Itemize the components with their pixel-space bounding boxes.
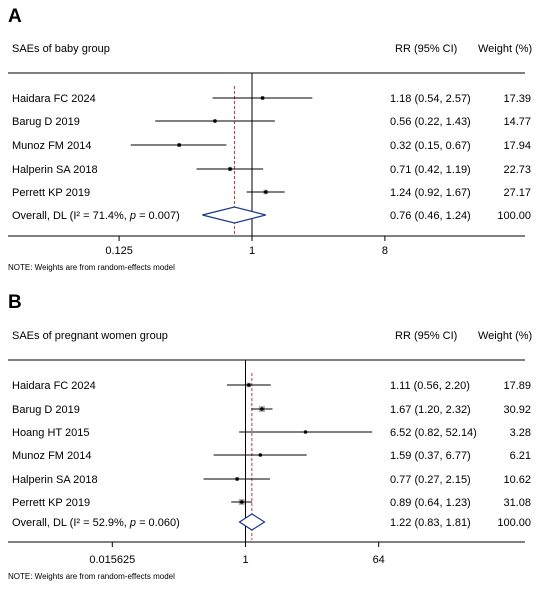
study-point-estimate [177,143,181,147]
study-label: Munoz FM 2014 [12,140,91,152]
overall-label: Overall, DL (I² = 71.4%, p = 0.007) [12,210,180,222]
weight-column-header: Weight (%) [478,330,532,342]
study-label: Perrett KP 2019 [12,497,90,509]
study-weight: 22.73 [503,164,531,176]
overall-p-symbol: p [129,210,136,222]
study-point-estimate [247,383,251,387]
x-tick-label: 0.125 [105,245,133,257]
x-tick-label: 8 [382,245,388,257]
study-point-estimate [260,96,265,100]
study-point-estimate [303,430,308,434]
overall-diamond [202,206,266,224]
overall-weight: 100.00 [497,210,531,222]
model-note: NOTE: Weights are from random-effects mo… [8,572,175,581]
study-weight: 10.62 [503,474,531,486]
x-tick-label: 1 [249,245,255,257]
study-point-estimate [239,500,244,504]
study-label: Barug D 2019 [12,116,80,128]
panel-label: B [8,292,22,313]
study-rr-ci: 6.52 (0.82, 52.14) [390,427,477,439]
study-rr-ci: 1.24 (0.92, 1.67) [390,187,471,199]
study-weight: 17.39 [503,93,531,105]
study-label: Haidara FC 2024 [12,93,96,105]
study-point-estimate [263,190,268,194]
overall-label-suffix: = 0.060) [136,517,180,529]
overall-label-suffix: = 0.007) [136,210,180,222]
study-point-estimate [260,407,264,411]
study-weight: 17.89 [503,380,531,392]
study-weight: 30.92 [503,404,531,416]
study-weight: 3.28 [510,427,531,439]
study-rr-ci: 1.18 (0.54, 2.57) [390,93,471,105]
study-rr-ci: 0.32 (0.15, 0.67) [390,140,471,152]
study-label: Haidara FC 2024 [12,380,96,392]
study-rr-ci: 1.59 (0.37, 6.77) [390,450,471,462]
study-rr-ci: 0.77 (0.27, 2.15) [390,474,471,486]
panel-title: SAEs of baby group [12,43,110,55]
study-point-estimate [235,477,239,481]
study-label: Perrett KP 2019 [12,187,90,199]
study-point-estimate [213,119,217,123]
study-label: Hoang HT 2015 [12,427,89,439]
study-weight: 6.21 [510,450,531,462]
panel-label: A [8,6,22,27]
effect-column-header: RR (95% CI) [395,43,457,55]
study-label: Barug D 2019 [12,404,80,416]
panel-title: SAEs of pregnant women group [12,330,168,342]
weight-column-header: Weight (%) [478,43,532,55]
study-weight: 27.17 [503,187,531,199]
overall-p-symbol: p [129,517,136,529]
study-rr-ci: 1.67 (1.20, 2.32) [390,404,471,416]
study-weight: 31.08 [503,497,531,509]
study-label: Halperin SA 2018 [12,164,98,176]
x-tick-label: 0.015625 [89,554,135,566]
x-tick-label: 64 [373,554,385,566]
overall-label-prefix: Overall, DL (I² = 52.9%, [12,517,130,529]
study-point-estimate [228,167,232,171]
overall-label: Overall, DL (I² = 52.9%, p = 0.060) [12,517,180,529]
x-tick-label: 1 [242,554,248,566]
overall-rr-ci: 0.76 (0.46, 1.24) [390,210,471,222]
study-label: Munoz FM 2014 [12,450,91,462]
study-point-estimate [258,453,263,457]
study-label: Halperin SA 2018 [12,474,98,486]
overall-label-prefix: Overall, DL (I² = 71.4%, [12,210,130,222]
study-rr-ci: 0.89 (0.64, 1.23) [390,497,471,509]
study-rr-ci: 0.71 (0.42, 1.19) [390,164,471,176]
overall-diamond [238,513,266,531]
study-weight: 17.94 [503,140,531,152]
overall-rr-ci: 1.22 (0.83, 1.81) [390,517,471,529]
study-rr-ci: 0.56 (0.22, 1.43) [390,116,471,128]
model-note: NOTE: Weights are from random-effects mo… [8,263,175,272]
effect-column-header: RR (95% CI) [395,330,457,342]
overall-weight: 100.00 [497,517,531,529]
study-rr-ci: 1.11 (0.56, 2.20) [390,380,470,392]
study-weight: 14.77 [503,116,531,128]
